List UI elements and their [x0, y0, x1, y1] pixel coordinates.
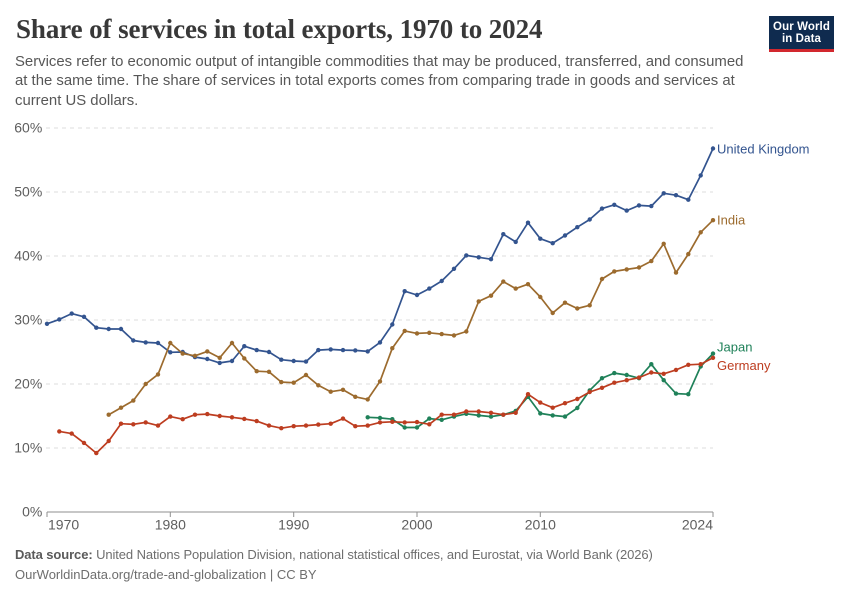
- svg-text:20%: 20%: [14, 376, 42, 392]
- svg-text:United Kingdom: United Kingdom: [717, 142, 810, 157]
- svg-text:2010: 2010: [525, 517, 556, 533]
- svg-text:30%: 30%: [14, 312, 42, 328]
- svg-text:40%: 40%: [14, 248, 42, 264]
- svg-text:2000: 2000: [401, 517, 432, 533]
- svg-text:1970: 1970: [48, 517, 79, 533]
- svg-text:Germany: Germany: [717, 358, 771, 373]
- svg-text:2024: 2024: [682, 517, 713, 533]
- svg-text:60%: 60%: [14, 120, 42, 136]
- svg-text:50%: 50%: [14, 184, 42, 200]
- svg-text:Japan: Japan: [717, 340, 752, 355]
- svg-text:India: India: [717, 213, 746, 228]
- svg-text:1990: 1990: [278, 517, 309, 533]
- svg-text:1980: 1980: [155, 517, 186, 533]
- svg-text:10%: 10%: [14, 440, 42, 456]
- svg-text:0%: 0%: [22, 504, 42, 520]
